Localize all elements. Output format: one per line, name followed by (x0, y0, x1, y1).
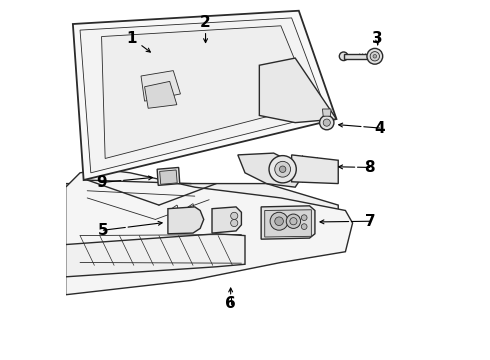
Polygon shape (238, 153, 302, 187)
Circle shape (301, 224, 307, 229)
Polygon shape (66, 234, 245, 277)
Polygon shape (212, 207, 242, 233)
Polygon shape (322, 109, 331, 116)
Polygon shape (292, 155, 338, 184)
Text: 8: 8 (365, 160, 375, 175)
Polygon shape (343, 54, 370, 59)
Circle shape (279, 166, 286, 172)
Polygon shape (145, 81, 177, 108)
Circle shape (367, 48, 383, 64)
Polygon shape (66, 184, 338, 220)
Circle shape (270, 212, 288, 230)
Circle shape (231, 220, 238, 226)
Text: 6: 6 (225, 296, 236, 311)
Polygon shape (157, 167, 180, 185)
Text: 1: 1 (127, 31, 137, 46)
Text: 2: 2 (200, 15, 211, 30)
Polygon shape (160, 170, 177, 184)
Circle shape (319, 116, 334, 130)
Polygon shape (259, 58, 337, 123)
Text: 4: 4 (374, 121, 385, 135)
Circle shape (286, 214, 300, 228)
Circle shape (301, 215, 307, 221)
Circle shape (275, 161, 291, 177)
Polygon shape (66, 169, 353, 295)
Polygon shape (168, 207, 204, 234)
Text: 3: 3 (372, 31, 383, 46)
Circle shape (323, 119, 330, 126)
Circle shape (370, 51, 379, 61)
Text: 5: 5 (98, 223, 109, 238)
Circle shape (339, 52, 348, 60)
Polygon shape (80, 18, 327, 173)
Circle shape (373, 54, 377, 58)
Polygon shape (101, 26, 313, 158)
Circle shape (269, 156, 296, 183)
Polygon shape (261, 206, 315, 239)
Polygon shape (141, 71, 180, 101)
Polygon shape (73, 11, 337, 180)
Polygon shape (265, 210, 311, 237)
Circle shape (231, 212, 238, 220)
Circle shape (290, 218, 297, 225)
Text: 9: 9 (96, 175, 107, 190)
Circle shape (275, 217, 283, 226)
Text: 7: 7 (365, 214, 376, 229)
